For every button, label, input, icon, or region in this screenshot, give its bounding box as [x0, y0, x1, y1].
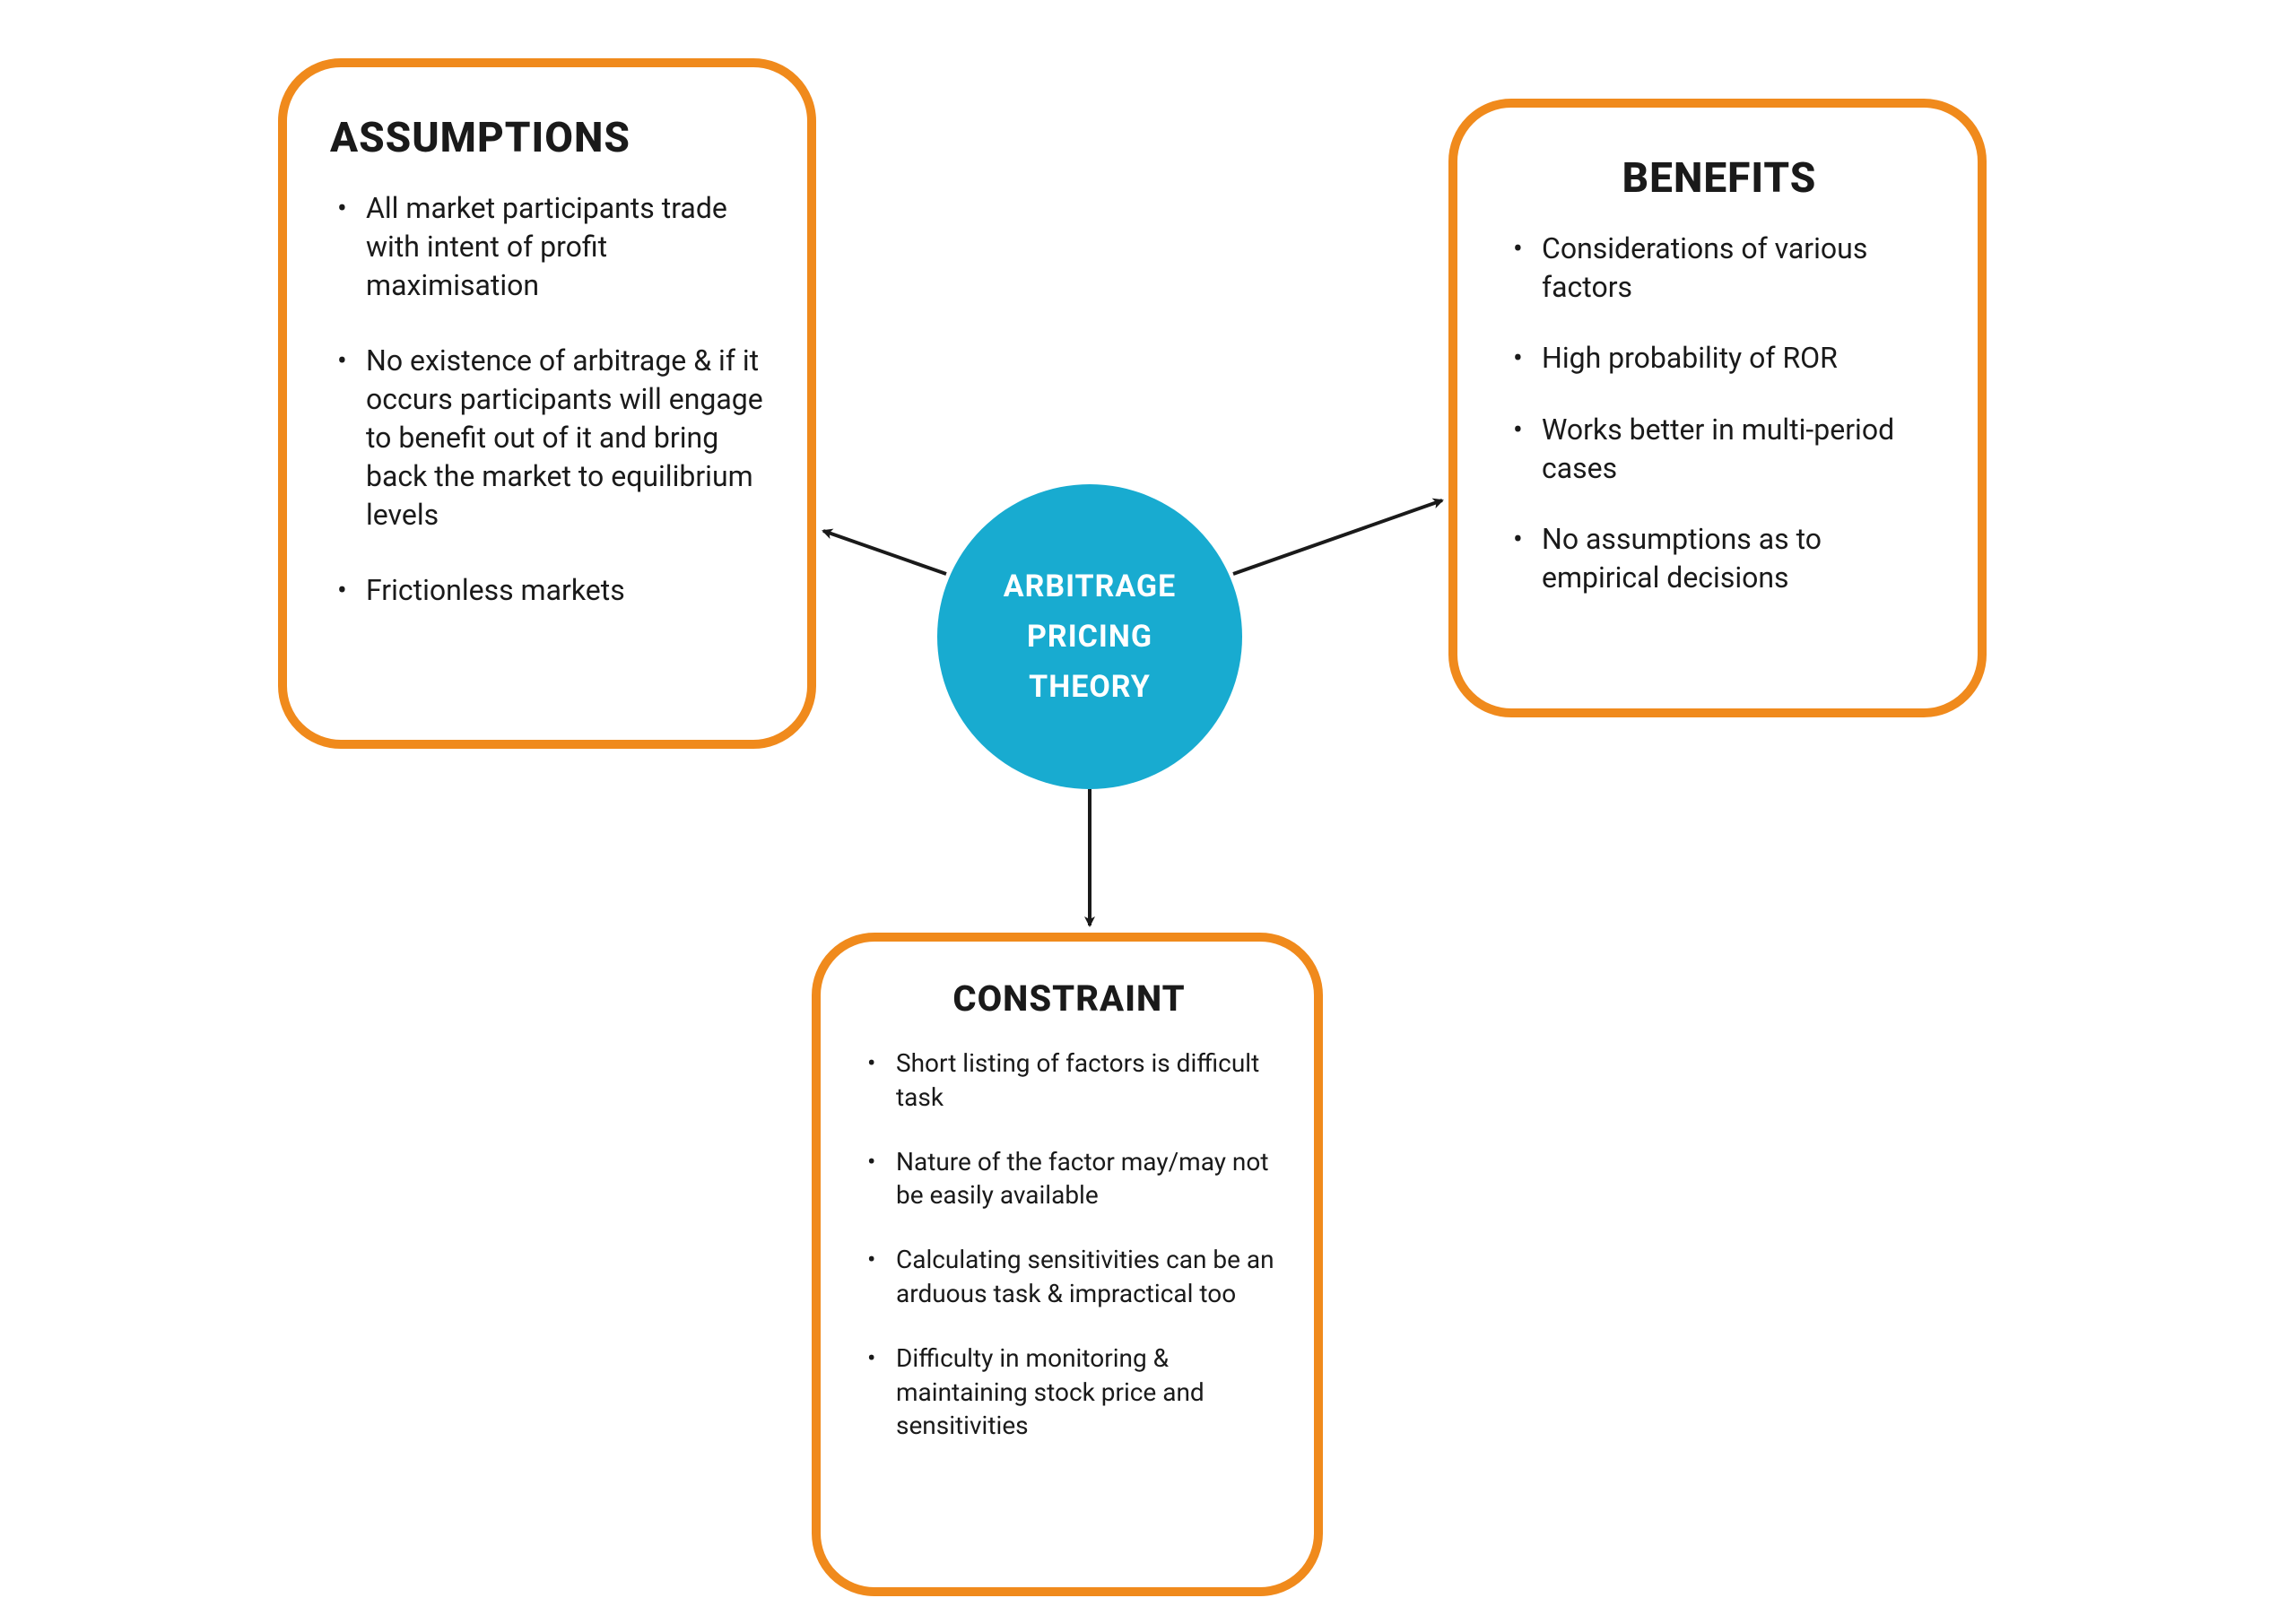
constraint-item: Difficulty in monitoring & maintaining s…	[860, 1342, 1278, 1443]
assumptions-list: All market participants trade with inten…	[330, 189, 766, 610]
center-line-3: THEORY	[1029, 662, 1151, 712]
assumptions-title: ASSUMPTIONS	[330, 114, 766, 162]
constraint-item: Nature of the factor may/may not be easi…	[860, 1145, 1278, 1213]
constraint-title: CONSTRAINT	[860, 977, 1278, 1020]
assumptions-item: No existence of arbitrage & if it occurs…	[330, 342, 766, 535]
assumptions-box: ASSUMPTIONS All market participants trad…	[278, 58, 816, 749]
benefits-list: Considerations of various factors High pr…	[1506, 230, 1933, 597]
constraint-box: CONSTRAINT Short listing of factors is d…	[812, 933, 1323, 1596]
constraint-item: Calculating sensitivities can be an ardu…	[860, 1243, 1278, 1311]
benefits-item: Works better in multi-period cases	[1506, 411, 1933, 488]
diagram-canvas: ARBITRAGE PRICING THEORY ASSUMPTIONS All…	[0, 0, 2296, 1624]
assumptions-item: All market participants trade with inten…	[330, 189, 766, 306]
benefits-item: No assumptions as to empirical decisions	[1506, 520, 1933, 597]
center-node: ARBITRAGE PRICING THEORY	[937, 484, 1242, 789]
benefits-item: High probability of ROR	[1506, 339, 1933, 378]
benefits-item: Considerations of various factors	[1506, 230, 1933, 307]
center-line-2: PRICING	[1027, 612, 1152, 662]
benefits-box: BENEFITS Considerations of various facto…	[1448, 99, 1987, 717]
center-line-1: ARBITRAGE	[1004, 561, 1176, 612]
assumptions-item: Frictionless markets	[330, 571, 766, 610]
benefits-title: BENEFITS	[1506, 154, 1933, 203]
constraint-item: Short listing of factors is difficult ta…	[860, 1046, 1278, 1115]
constraint-list: Short listing of factors is difficult ta…	[860, 1046, 1278, 1443]
